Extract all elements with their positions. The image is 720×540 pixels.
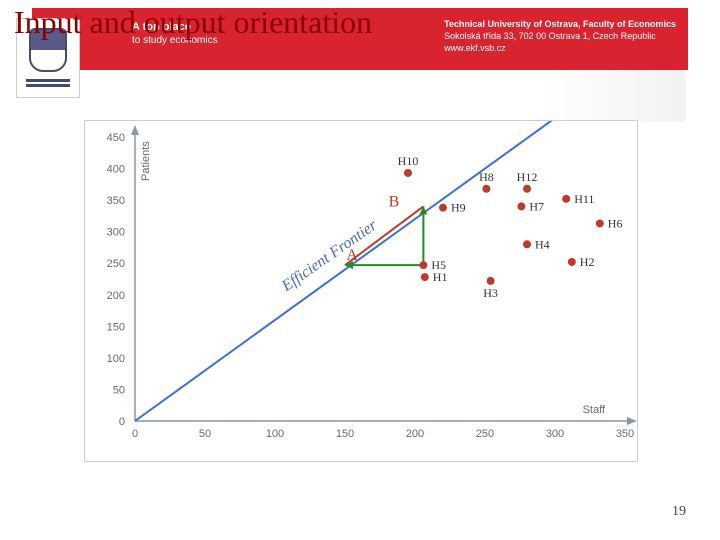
point-H7 (517, 202, 525, 210)
crest-bar (26, 79, 70, 82)
y-tick-label: 350 (107, 195, 125, 207)
y-tick-label: 50 (113, 384, 125, 396)
x-tick-label: 50 (199, 428, 211, 440)
point-label-H2: H2 (580, 255, 595, 269)
y-tick-label: 400 (107, 164, 125, 176)
point-label-H12: H12 (517, 170, 538, 184)
y-tick-label: 0 (119, 416, 125, 428)
y-axis-title: Patients (140, 141, 152, 181)
x-tick-label: 350 (616, 428, 634, 440)
y-tick-label: 300 (107, 227, 125, 239)
chart-svg: 0 50 100 150 200 250 300 350 0 50 100 150 200 250 300 3… (85, 121, 637, 461)
point-H3 (487, 277, 495, 285)
x-tick-label: 100 (266, 428, 284, 440)
y-tick-label: 150 (107, 321, 125, 333)
crest-bar (26, 84, 70, 87)
label-B: B (389, 193, 400, 210)
inst-line2: Sokolská třída 33, 702 00 Ostrava 1, Cze… (444, 30, 676, 42)
x-tick-label: 300 (546, 428, 564, 440)
slide-title: Input and output orientation (14, 4, 372, 41)
y-tick-label: 200 (107, 290, 125, 302)
point-H5 (419, 261, 427, 269)
inst-line3: www.ekf.vsb.cz (444, 42, 676, 54)
point-label-H4: H4 (535, 237, 550, 251)
label-A: A (346, 247, 358, 264)
x-tick-label: 0 (132, 428, 138, 440)
background-photo (546, 70, 686, 122)
x-tick-label: 150 (336, 428, 354, 440)
y-tick-label: 450 (107, 132, 125, 144)
efficiency-scatter-chart: 0 50 100 150 200 250 300 350 0 50 100 150 200 250 300 3… (84, 120, 638, 462)
point-H2 (568, 258, 576, 266)
y-axis-arrow-icon (131, 125, 139, 135)
point-label-H3: H3 (483, 286, 498, 300)
x-axis-arrow-icon (627, 417, 637, 425)
point-label-H6: H6 (608, 216, 623, 230)
y-tick-label: 250 (107, 258, 125, 270)
x-axis-title: Staff (583, 404, 606, 416)
point-H6 (596, 219, 604, 227)
point-label-H11: H11 (574, 192, 594, 206)
inst-line1: Technical University of Ostrava, Faculty… (444, 18, 676, 30)
page-number: 19 (672, 504, 686, 520)
point-H4 (523, 240, 531, 248)
efficient-frontier-line (135, 121, 555, 421)
point-H1 (421, 273, 429, 281)
header-institution: Technical University of Ostrava, Faculty… (444, 18, 676, 54)
point-label-H8: H8 (479, 170, 494, 184)
point-label-H7: H7 (529, 199, 544, 213)
point-H12 (523, 185, 531, 193)
point-label-H9: H9 (451, 201, 466, 215)
x-tick-label: 200 (406, 428, 424, 440)
point-label-H1: H1 (433, 270, 448, 284)
y-tick-label: 100 (107, 353, 125, 365)
x-tick-label: 250 (476, 428, 494, 440)
point-H10 (404, 169, 412, 177)
point-H8 (482, 185, 490, 193)
point-H9 (439, 204, 447, 212)
point-H11 (562, 195, 570, 203)
point-label-H10: H10 (398, 154, 419, 168)
